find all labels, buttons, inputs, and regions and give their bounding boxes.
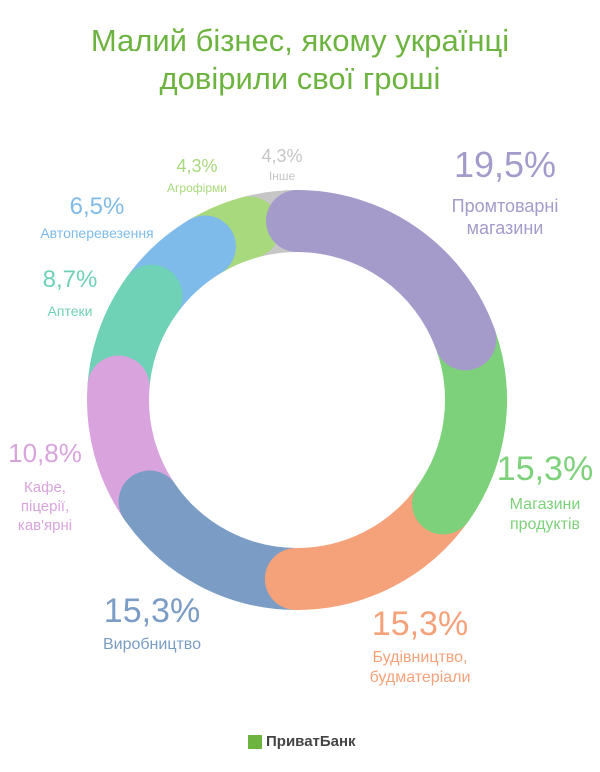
category-label: Будівництво, будматеріали bbox=[369, 649, 471, 686]
category-label: Виробництво bbox=[102, 636, 202, 653]
category-label: Промтоварні магазини bbox=[451, 196, 559, 238]
donut-segment bbox=[266, 190, 497, 371]
category-label: Інше bbox=[268, 169, 296, 183]
value-label: 8,7% bbox=[42, 266, 98, 293]
value-label: 10,8% bbox=[8, 438, 82, 468]
logo-text: ПриватБанк bbox=[266, 733, 356, 750]
value-label: 4,3% bbox=[176, 156, 218, 176]
category-label: Кафе, піцерії, кав'ярні bbox=[17, 479, 73, 534]
category-label: Магазини продуктів bbox=[509, 496, 581, 533]
value-label: 15,3% bbox=[371, 605, 469, 643]
logo-mark bbox=[248, 734, 262, 749]
category-label: Агрофірми bbox=[167, 181, 227, 195]
logo: ПриватБанк bbox=[248, 733, 356, 750]
value-label: 6,5% bbox=[69, 193, 125, 220]
category-label: Автоперевезення bbox=[40, 225, 154, 241]
category-label: Аптеки bbox=[47, 303, 93, 319]
chart-title: Малий бізнес, якому українці довірили св… bbox=[90, 23, 510, 96]
value-label: 15,3% bbox=[103, 592, 201, 630]
value-label: 19,5% bbox=[453, 144, 557, 185]
value-label: 15,3% bbox=[496, 450, 594, 488]
value-label: 4,3% bbox=[261, 146, 303, 166]
